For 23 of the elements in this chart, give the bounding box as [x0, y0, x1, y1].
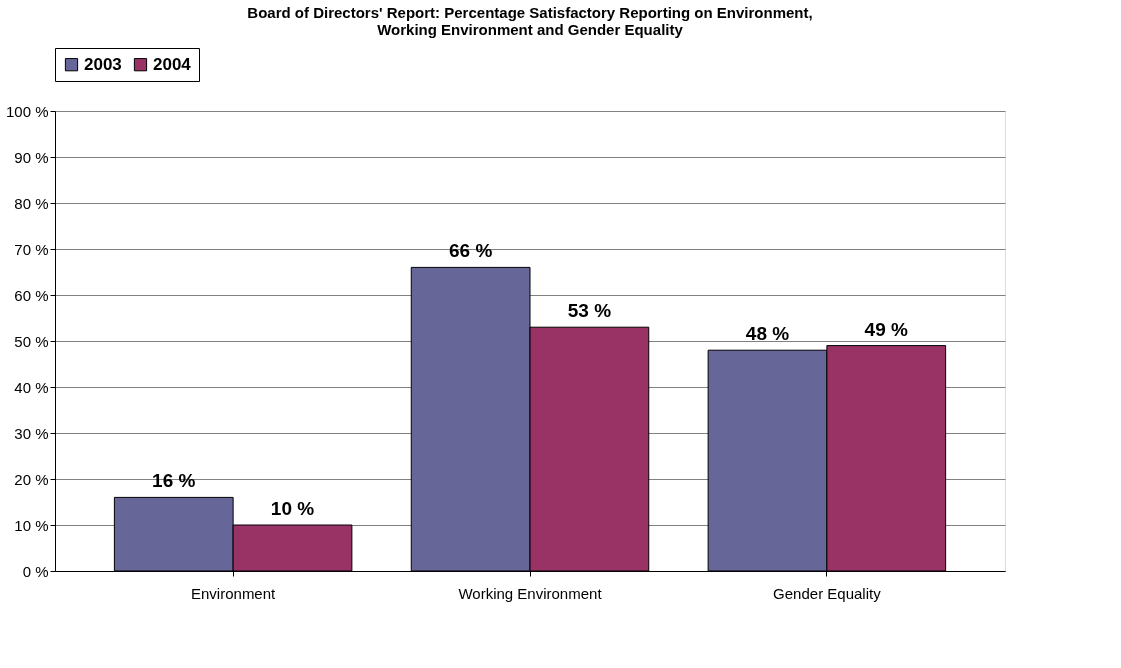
y-tick-label: 10 %	[14, 516, 49, 534]
data-label: 66 %	[448, 240, 493, 262]
chart-title: Board of Directors' Report: Percentage Satisfactory Reporting on Environment, Working Environment and Gender Equality	[247, 3, 813, 38]
data-label: 10 %	[270, 498, 315, 519]
data-label: 49 %	[864, 318, 909, 340]
x-tick-label: Gender Equality	[773, 584, 882, 602]
legend-label: 2004	[153, 54, 192, 74]
legend-label: 2003	[84, 54, 122, 74]
y-tick-label: 0 %	[22, 562, 49, 580]
y-tick-label: 30 %	[14, 424, 49, 442]
y-tick-label: 20 %	[14, 470, 49, 488]
y-tick-label: 60 %	[14, 286, 49, 304]
y-tick-label: 90 %	[14, 148, 49, 166]
data-label: 16 %	[152, 470, 196, 492]
x-tick-label: Working Environment	[458, 584, 603, 602]
y-tick-label: 40 %	[14, 378, 49, 396]
y-tick-label: 70 %	[14, 240, 49, 258]
x-tick-label: Environment	[191, 584, 277, 602]
y-tick-label: 80 %	[14, 194, 49, 212]
y-tick-label: 100 %	[5, 102, 49, 120]
y-tick-label: 50 %	[14, 332, 49, 350]
data-label: 53 %	[567, 300, 612, 322]
data-label: 48 %	[745, 323, 790, 345]
